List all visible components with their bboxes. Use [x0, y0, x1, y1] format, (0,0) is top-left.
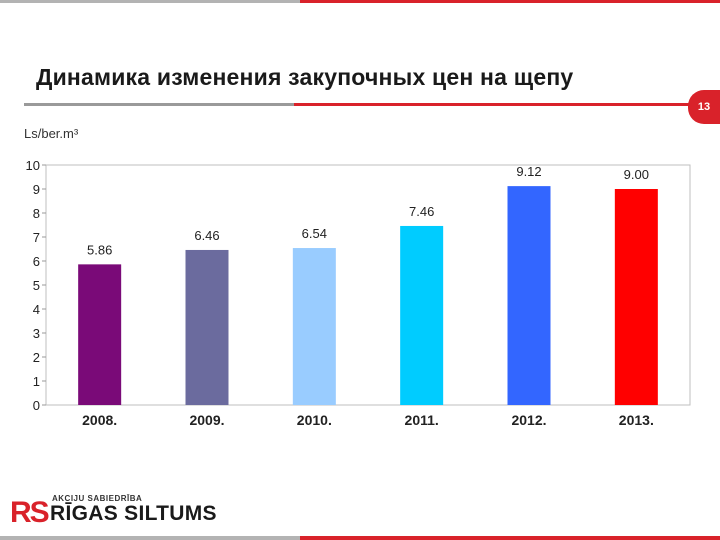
- x-tick-label: 2010.: [297, 412, 332, 428]
- y-tick-label: 6: [33, 254, 40, 269]
- logo-company-name: RĪGAS SILTUMS: [50, 502, 217, 525]
- logo-subtitle: AKCIJU SABIEDRĪBA: [52, 494, 143, 503]
- price-bar-chart: Ls/ber.m³ 0 1 2 3 4 5 6 7 8 9 10 5.86 2008. 6.46 2009. 6…: [24, 126, 691, 428]
- x-tick-label: 2011.: [405, 412, 439, 428]
- y-tick-label: 2: [33, 350, 40, 365]
- data-label: 7.46: [409, 204, 434, 219]
- y-tick-label: 5: [33, 278, 40, 293]
- y-tick-label: 7: [33, 230, 40, 245]
- y-tick-label: 8: [33, 206, 40, 221]
- bar-2011: [400, 225, 444, 405]
- y-tick-label: 3: [33, 326, 40, 341]
- top-accent-bar-gray: [0, 0, 300, 3]
- bar-2012: [507, 186, 551, 405]
- bar-2009: [185, 249, 229, 405]
- data-label: 9.12: [516, 164, 541, 179]
- x-tick-label: 2013.: [619, 412, 654, 428]
- title-underline: [24, 103, 690, 106]
- y-tick-label: 4: [33, 302, 40, 317]
- page-number-badge: 13: [688, 90, 720, 124]
- slide-title: Динамика изменения закупочных цен на щеп…: [36, 64, 574, 90]
- title-underline-gray: [24, 103, 294, 106]
- data-label: 6.54: [302, 226, 327, 241]
- data-label: 6.46: [194, 228, 219, 243]
- data-label: 5.86: [87, 242, 112, 257]
- y-tick-label: 0: [33, 398, 40, 413]
- y-tick-label: 10: [26, 158, 40, 173]
- bar-2008: [78, 264, 122, 405]
- x-tick-label: 2008.: [82, 412, 117, 428]
- company-logo: RS: [10, 496, 51, 529]
- bar-2010: [292, 248, 336, 405]
- data-label: 9.00: [624, 167, 649, 182]
- bottom-accent-bar-red: [300, 536, 720, 540]
- y-tick-label: 1: [33, 374, 40, 389]
- bar-2013: [614, 189, 658, 405]
- top-accent-bar-red: [300, 0, 720, 3]
- plot-frame: [45, 164, 691, 406]
- bottom-accent-bar-gray: [0, 536, 300, 540]
- y-axis-label: Ls/ber.m³: [24, 126, 79, 141]
- logo-mark: RS: [10, 496, 49, 529]
- x-tick-label: 2012.: [511, 412, 546, 428]
- x-tick-label: 2009.: [189, 412, 224, 428]
- y-tick-label: 9: [33, 182, 40, 197]
